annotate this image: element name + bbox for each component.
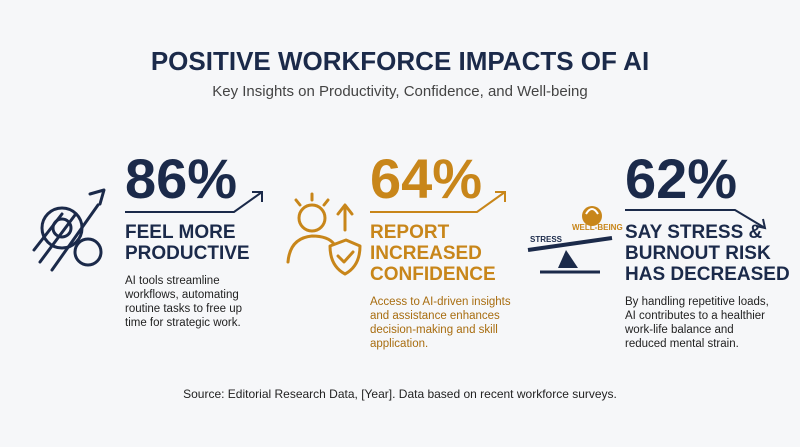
stat-body: workflows, automating bbox=[124, 289, 239, 301]
stat-body: application. bbox=[370, 338, 428, 350]
arrow-line bbox=[125, 191, 263, 213]
stat-body: time for strategic work. bbox=[125, 317, 241, 329]
source: Source: Editorial Research Data, [Year].… bbox=[183, 387, 617, 401]
stat-body: work-life balance and bbox=[624, 324, 734, 336]
stat-body: reduced mental strain. bbox=[625, 338, 739, 350]
stat-value: 64% bbox=[370, 147, 482, 210]
stat-heading: INCREASED bbox=[370, 243, 482, 264]
stat-heading: REPORT bbox=[370, 222, 450, 243]
stat-value: 62% bbox=[625, 147, 737, 210]
title: POSITIVE WORKFORCE IMPACTS OF AI bbox=[151, 46, 649, 76]
arrow-head bbox=[495, 191, 506, 202]
subtitle: Key Insights on Productivity, Confidence… bbox=[212, 83, 587, 100]
stat-heading: SAY STRESS & bbox=[625, 222, 763, 243]
stat-heading: CONFIDENCE bbox=[370, 264, 496, 285]
stat-body: and assistance enhances bbox=[370, 310, 500, 322]
stat-body: AI tools streamline bbox=[125, 275, 220, 287]
stat-body: decision-making and skill bbox=[370, 324, 498, 336]
stat-body: AI contributes to a healthier bbox=[625, 310, 765, 322]
stat-heading: BURNOUT RISK bbox=[625, 243, 771, 264]
productivity-icon bbox=[32, 188, 106, 272]
arrow-line bbox=[625, 209, 766, 229]
stat-body: By handling repetitive loads, bbox=[625, 296, 769, 308]
icon-label: STRESS bbox=[530, 235, 563, 244]
arrow-head bbox=[755, 218, 767, 230]
arrow-line bbox=[370, 191, 506, 213]
stat-body: routine tasks to free up bbox=[125, 303, 242, 315]
balance-icon bbox=[527, 206, 613, 274]
stat-value: 86% bbox=[125, 147, 237, 210]
confidence-icon bbox=[286, 192, 362, 276]
arrow-head bbox=[252, 191, 263, 202]
stat-heading: HAS DECREASED bbox=[625, 264, 790, 285]
stat-heading: PRODUCTIVE bbox=[125, 243, 250, 264]
stat-body: Access to AI-driven insights bbox=[370, 296, 511, 308]
stat-heading: FEEL MORE bbox=[125, 222, 236, 243]
icon-label: WELL-BEING bbox=[572, 223, 623, 232]
